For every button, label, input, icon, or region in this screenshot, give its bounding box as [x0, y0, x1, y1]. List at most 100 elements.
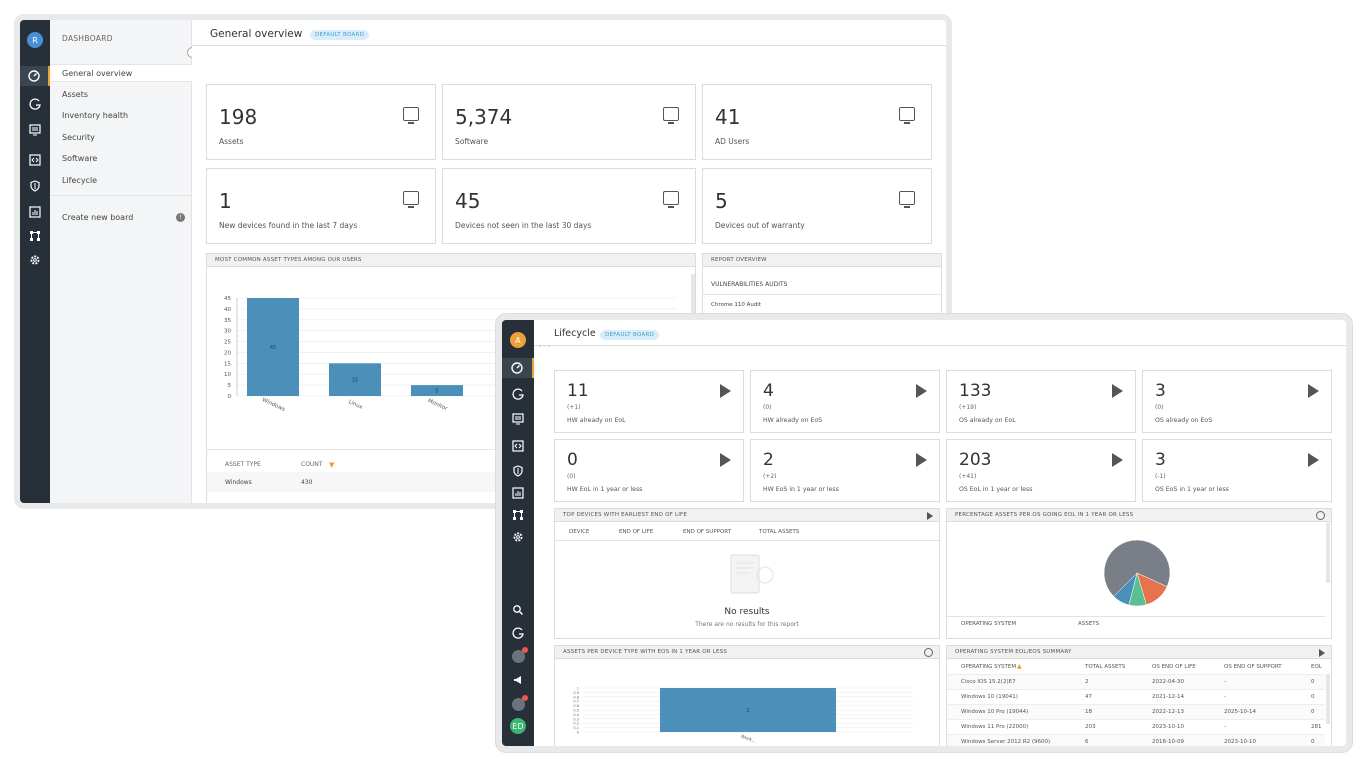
panel-title: ASSETS PER DEVICE TYPE WITH EOS IN 1 YEA… — [555, 646, 939, 659]
assets-icon[interactable] — [502, 409, 534, 429]
cell: Windows — [225, 479, 252, 486]
play-icon[interactable] — [916, 384, 927, 398]
bar — [329, 363, 381, 396]
kpi-card[interactable]: 3 (0) OS already on EoS — [1142, 370, 1332, 433]
settings-icon[interactable] — [20, 250, 50, 270]
clipboard-icon[interactable] — [502, 646, 534, 666]
kpi-card[interactable]: 198 Assets — [206, 84, 436, 160]
integrations-icon[interactable] — [502, 505, 534, 525]
kpi-card[interactable]: 203 (+41) OS EoL in 1 year or less — [946, 439, 1136, 502]
kpi-card[interactable]: 5 Devices out of warranty — [702, 168, 932, 244]
panel-title: MOST COMMON ASSET TYPES AMONG OUR USERS — [207, 254, 695, 267]
play-icon[interactable] — [916, 453, 927, 467]
menu-item-software[interactable]: Software — [62, 154, 98, 163]
security-icon[interactable] — [20, 176, 50, 196]
kpi-card[interactable]: 5,374 Software — [442, 84, 696, 160]
integrations-icon[interactable] — [20, 226, 50, 246]
menu-item-assets[interactable]: Assets — [62, 90, 89, 99]
x-tick-label: Work... — [740, 734, 757, 745]
kpi-card[interactable]: 1 New devices found in the last 7 days — [206, 168, 436, 244]
col-os-end-of-support[interactable]: OS END OF SUPPORT — [1224, 664, 1282, 670]
profile-avatar[interactable]: ED — [510, 718, 526, 734]
kpi-card[interactable]: 4 (0) HW already on EoS — [750, 370, 940, 433]
menu-item-security[interactable]: Security — [62, 133, 95, 142]
col-operating-system[interactable]: OPERATING SYSTEM — [961, 621, 1017, 627]
kpi-label: HW EoL in 1 year or less — [567, 486, 643, 493]
table-row[interactable]: Windows Server 2012 R2 (9600) 6 2018-10-09… — [947, 734, 1325, 746]
y-tick-label: 25 — [224, 340, 231, 346]
play-icon[interactable] — [720, 453, 731, 467]
play-icon[interactable] — [1319, 649, 1325, 657]
divider — [555, 540, 939, 541]
play-icon[interactable] — [720, 384, 731, 398]
play-icon[interactable] — [1308, 384, 1319, 398]
menu-item-general-overview[interactable]: General overview — [50, 64, 192, 82]
table-row[interactable]: Windows 10 Pro (19044) 18 2022-12-13 2025-1… — [947, 704, 1325, 719]
search-icon[interactable] — [502, 600, 534, 620]
reports-icon[interactable] — [20, 202, 50, 222]
table-row[interactable]: Windows 10 (19041) 47 2021-12-14 - 0 — [947, 689, 1325, 704]
assets-icon[interactable] — [20, 120, 50, 140]
dashboard-icon[interactable] — [20, 66, 50, 86]
create-board-link[interactable]: Create new board — [62, 213, 134, 222]
users-icon — [899, 107, 915, 124]
settings-icon[interactable] — [502, 527, 534, 547]
megaphone-icon[interactable] — [502, 670, 534, 690]
col-asset-type[interactable]: ASSET TYPE — [225, 461, 261, 468]
kpi-label: OS already on EoS — [1155, 417, 1213, 424]
play-icon[interactable] — [1112, 453, 1123, 467]
col-os-end-of-life[interactable]: OS END OF LIFE — [1152, 664, 1196, 670]
x-tick-label: Windows — [261, 397, 286, 413]
sort-icon[interactable]: ▼ — [329, 461, 335, 469]
kpi-card[interactable]: 133 (+19) OS already on EoL — [946, 370, 1136, 433]
menu-item-lifecycle[interactable]: Lifecycle — [62, 176, 98, 185]
report-item[interactable]: Chrome 110 Audit — [711, 302, 761, 308]
scan-icon[interactable] — [20, 94, 50, 114]
security-icon[interactable] — [502, 461, 534, 481]
scrollbar[interactable] — [1326, 674, 1330, 724]
software-icon[interactable] — [502, 436, 534, 456]
col-eol[interactable]: EOL — [1311, 664, 1322, 670]
table-row[interactable]: Cisco IOS 15.2(2)E7 2 2022-04-30 - 0 — [947, 674, 1325, 689]
clock-icon[interactable] — [1316, 511, 1325, 520]
user-avatar[interactable]: A — [510, 332, 526, 348]
kpi-delta: (0) — [1155, 404, 1164, 411]
table-row[interactable]: Windows 11 Pro (22000) 203 2023-10-10 - 281 — [947, 719, 1325, 734]
x-tick-label: Linux — [347, 399, 364, 411]
refresh-icon[interactable] — [502, 623, 534, 643]
col-total-assets[interactable]: TOTAL ASSETS — [1085, 664, 1126, 670]
col-end-of-support[interactable]: END OF SUPPORT — [683, 529, 732, 535]
clock-icon[interactable] — [924, 648, 933, 657]
user-avatar[interactable]: R — [27, 32, 43, 48]
kpi-card[interactable]: 41 AD Users — [702, 84, 932, 160]
dashboard-icon[interactable] — [502, 358, 534, 378]
software-icon[interactable] — [20, 150, 50, 170]
report-section[interactable]: VULNERABILITIES AUDITS — [711, 281, 788, 288]
play-icon[interactable] — [1112, 384, 1123, 398]
kpi-card[interactable]: 3 (-1) OS EoS in 1 year or less — [1142, 439, 1332, 502]
col-count[interactable]: COUNT — [301, 461, 323, 468]
kpi-card[interactable]: 45 Devices not seen in the last 30 days — [442, 168, 696, 244]
info-icon[interactable]: ! — [176, 213, 185, 222]
bar-value-label: 15 — [352, 378, 358, 384]
menu-item-inventory-health[interactable]: Inventory health — [62, 111, 129, 120]
col-end-of-life[interactable]: END OF LIFE — [619, 529, 654, 535]
kpi-card[interactable]: 0 (0) HW EoL in 1 year or less — [554, 439, 744, 502]
kpi-value: 2 — [763, 450, 774, 470]
kpi-delta: (+2) — [763, 473, 777, 480]
scan-icon[interactable] — [502, 384, 534, 404]
play-icon[interactable] — [1308, 453, 1319, 467]
kpi-label: Devices not seen in the last 30 days — [455, 221, 592, 230]
play-icon[interactable] — [927, 512, 933, 520]
col-operating-system[interactable]: OPERATING SYSTEM — [961, 664, 1017, 670]
reports-icon[interactable] — [502, 483, 534, 503]
bell-icon[interactable] — [502, 694, 534, 714]
kpi-card[interactable]: 2 (+2) HW EoS in 1 year or less — [750, 439, 940, 502]
col-device[interactable]: DEVICE — [569, 529, 590, 535]
sort-asc-icon[interactable]: ▲ — [1017, 663, 1022, 670]
col-total-assets[interactable]: TOTAL ASSETS — [759, 529, 800, 535]
col-assets[interactable]: ASSETS — [1078, 621, 1100, 627]
scrollbar[interactable] — [1326, 523, 1330, 583]
kpi-value: 3 — [1155, 381, 1166, 401]
kpi-card[interactable]: 11 (+1) HW already on EoL — [554, 370, 744, 433]
